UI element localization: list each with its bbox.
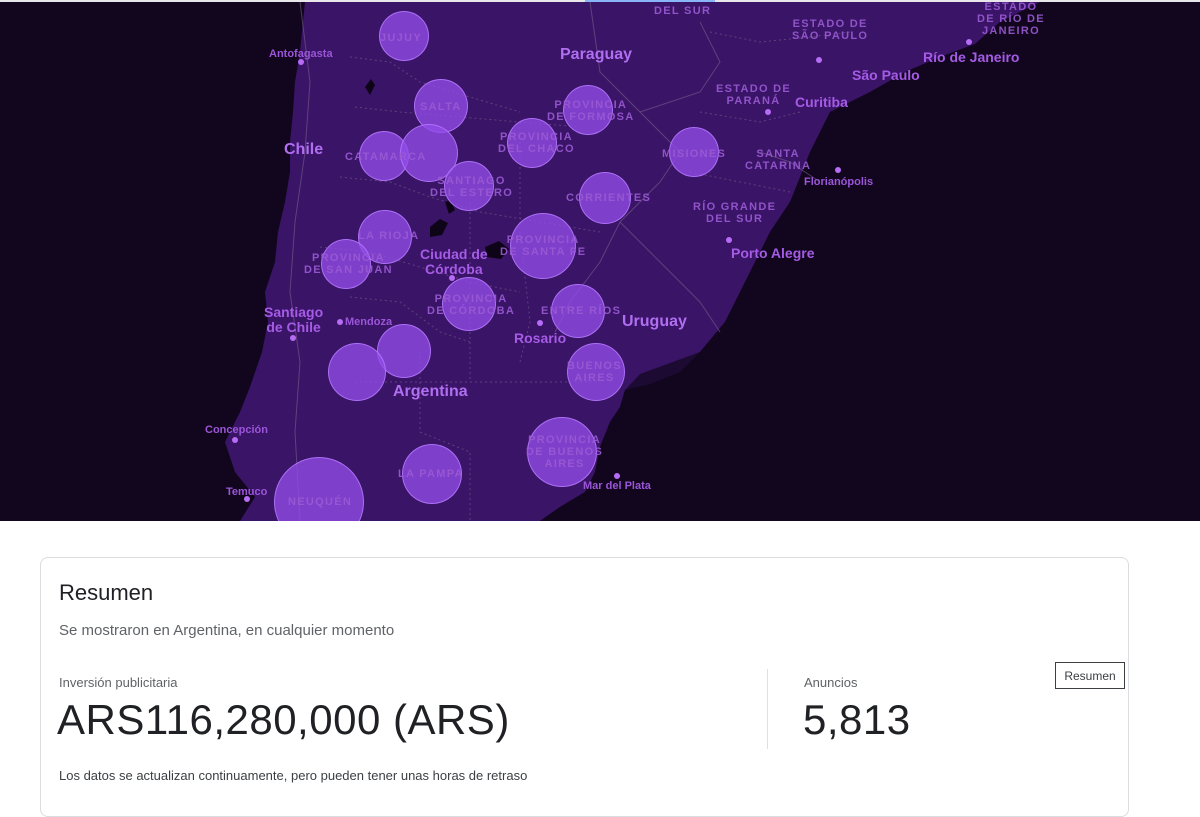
province-bubble[interactable] bbox=[328, 343, 386, 401]
region-label: CATAMARCA bbox=[345, 151, 427, 163]
province-bubble[interactable] bbox=[402, 444, 462, 504]
region-label: NEUQUÉN bbox=[288, 496, 353, 508]
region-label: ENTRE RÍOS bbox=[541, 305, 622, 317]
region-label: PROVINCIA DE SANTA FE bbox=[500, 234, 587, 258]
city-marker-icon bbox=[765, 109, 771, 115]
region-label: MISIONES bbox=[662, 148, 727, 160]
province-bubble[interactable] bbox=[527, 417, 597, 487]
region-label: DEL SUR bbox=[654, 5, 712, 17]
region-label: SALTA bbox=[420, 101, 462, 113]
metric-divider bbox=[767, 669, 768, 749]
region-label: PROVINCIA DE CÓRDOBA bbox=[427, 293, 516, 317]
city-marker-icon bbox=[290, 335, 296, 341]
city-label: Curitiba bbox=[795, 94, 848, 110]
city-label: Mar del Plata bbox=[583, 480, 651, 492]
data-delay-note: Los datos se actualizan continuamente, p… bbox=[59, 768, 528, 783]
city-label: Ciudad de Córdoba bbox=[420, 246, 488, 277]
region-label: PROVINCIA DEL CHACO bbox=[498, 131, 575, 155]
city-label: Concepción bbox=[205, 424, 268, 436]
province-bubble[interactable] bbox=[507, 118, 557, 168]
city-label: Santiago de Chile bbox=[264, 304, 324, 335]
province-bubble[interactable] bbox=[444, 161, 494, 211]
city-marker-icon bbox=[232, 437, 238, 443]
city-marker-icon bbox=[966, 39, 972, 45]
city-marker-icon bbox=[298, 59, 304, 65]
city-marker-icon bbox=[816, 57, 822, 63]
province-bubble[interactable] bbox=[414, 79, 468, 133]
summary-subtitle: Se mostraron en Argentina, en cualquier … bbox=[59, 622, 395, 639]
city-label: Río de Janeiro bbox=[923, 49, 1020, 65]
province-bubble[interactable] bbox=[563, 85, 613, 135]
region-label: ESTADO DE PARANÁ bbox=[716, 83, 792, 107]
city-label: Rosario bbox=[514, 330, 567, 346]
city-label: Antofagasta bbox=[269, 48, 333, 60]
ad-spend-label: Inversión publicitaria bbox=[59, 675, 178, 690]
region-label: JUJUY bbox=[380, 32, 422, 44]
city-marker-icon bbox=[537, 320, 543, 326]
summary-tag-button[interactable]: Resumen bbox=[1055, 662, 1125, 689]
region-label: LA PAMPA bbox=[398, 468, 464, 480]
country-label: Paraguay bbox=[560, 46, 633, 63]
ads-count-label: Anuncios bbox=[804, 675, 858, 690]
province-bubble[interactable] bbox=[321, 239, 371, 289]
city-marker-icon bbox=[244, 496, 250, 502]
map-view[interactable]: Paraguay Chile Uruguay Argentina Río de Jane… bbox=[0, 2, 1200, 521]
region-label: ESTADO DE SÃO PAULO bbox=[792, 18, 869, 42]
ad-spend-value: ARS116,280,000 (ARS) bbox=[57, 696, 510, 743]
province-bubble[interactable] bbox=[510, 213, 576, 279]
summary-card: Resumen Se mostraron en Argentina, en cu… bbox=[40, 557, 1129, 817]
country-label: Uruguay bbox=[622, 313, 687, 330]
region-label: PROVINCIA DE FORMOSA bbox=[547, 99, 635, 123]
city-label: Florianópolis bbox=[804, 176, 874, 188]
city-label: São Paulo bbox=[852, 67, 920, 83]
country-label: Chile bbox=[284, 141, 324, 158]
region-label: SANTIAGO DEL ESTERO bbox=[430, 175, 514, 199]
country-label: Argentina bbox=[393, 383, 468, 400]
city-marker-icon bbox=[835, 167, 841, 173]
city-marker-icon bbox=[337, 319, 343, 325]
region-label: ESTADO DE RÍO DE JANEIRO bbox=[977, 2, 1045, 37]
summary-title: Resumen bbox=[59, 580, 154, 605]
region-label: RÍO GRANDE DEL SUR bbox=[693, 201, 777, 225]
region-label: CORRIENTES bbox=[566, 192, 652, 204]
region-label: PROVINCIA DE BUENOS AIRES bbox=[526, 434, 604, 470]
province-bubble[interactable] bbox=[379, 11, 429, 61]
province-bubble[interactable] bbox=[579, 172, 631, 224]
city-label: Porto Alegre bbox=[731, 245, 815, 261]
province-bubble[interactable] bbox=[551, 284, 605, 338]
active-tab-indicator bbox=[585, 0, 715, 2]
province-bubble[interactable] bbox=[442, 277, 496, 331]
region-label: PROVINCIA DE SAN JUAN bbox=[304, 252, 393, 276]
city-marker-icon bbox=[449, 275, 455, 281]
region-label: SANTA CATARINA bbox=[745, 148, 812, 172]
region-label: BUENOS AIRES bbox=[567, 360, 622, 384]
city-label: Temuco bbox=[226, 486, 268, 498]
city-marker-icon bbox=[614, 473, 620, 479]
city-marker-icon bbox=[726, 237, 732, 243]
province-bubble[interactable] bbox=[567, 343, 625, 401]
city-label: Mendoza bbox=[345, 316, 393, 328]
province-bubble[interactable] bbox=[669, 127, 719, 177]
region-label: LA RIOJA bbox=[358, 230, 420, 242]
ads-count-value: 5,813 bbox=[803, 696, 911, 743]
